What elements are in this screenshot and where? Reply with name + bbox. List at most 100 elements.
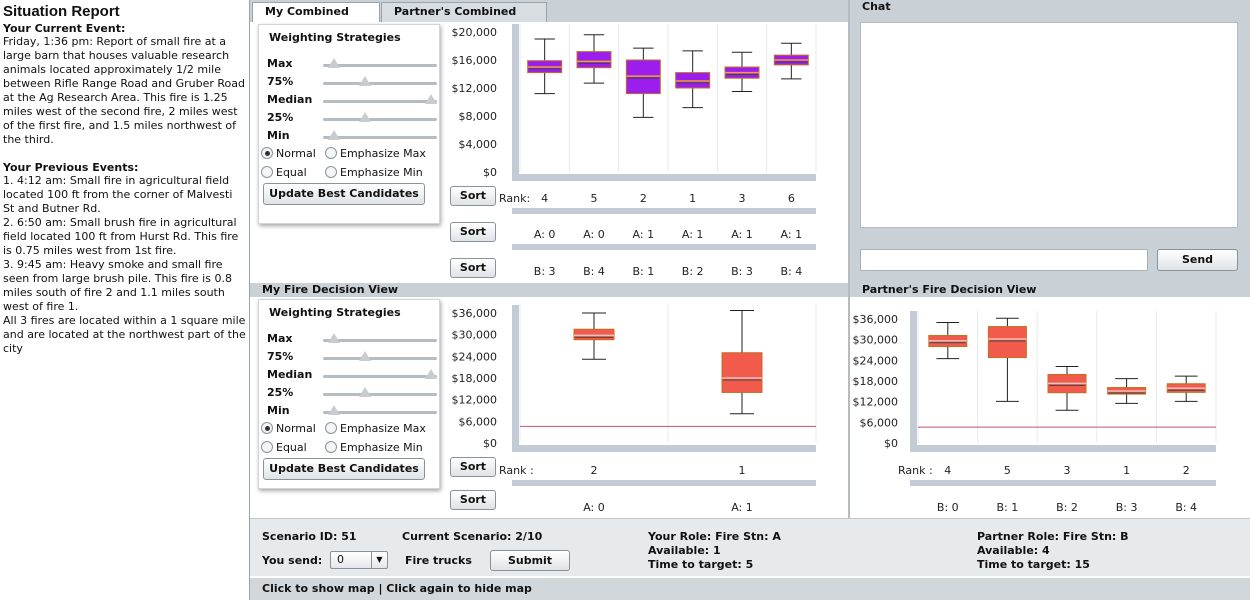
a-allocation-label: A: 1 [731, 501, 753, 514]
current-scenario: Current Scenario: 2/10 [402, 530, 543, 543]
slider-track[interactable] [323, 357, 437, 360]
slider-thumb[interactable] [358, 387, 371, 397]
radio-circle[interactable] [261, 441, 273, 453]
radio-circle[interactable] [261, 422, 273, 434]
y-tick-label: $6,000 [860, 416, 899, 429]
sort-button[interactable]: Sort [450, 222, 496, 242]
slider-thumb[interactable] [358, 351, 371, 361]
weight-slider-median[interactable]: Median [267, 91, 437, 109]
weight-slider-label: 25% [267, 386, 294, 399]
b-allocation-label: B: 4 [1175, 501, 1197, 514]
x-axis-strip [512, 445, 816, 452]
radio-circle[interactable] [325, 166, 337, 178]
weight-slider-min[interactable]: Min [267, 402, 437, 420]
slider-thumb[interactable] [328, 405, 341, 415]
radio-circle[interactable] [325, 147, 337, 159]
slider-thumb[interactable] [328, 130, 341, 140]
partner-fire-decision-chart: $0 $6,000 $12,000 $18,000 $24,000 $30,000 $36,… [853, 311, 1217, 514]
strategy-radio-equal[interactable]: Equal [261, 166, 307, 179]
chat-title: Chat [862, 0, 891, 13]
strategy-radio-emphasize-max[interactable]: Emphasize Max [325, 422, 426, 435]
weight-slider-label: Max [267, 57, 293, 70]
chat-history [860, 22, 1238, 228]
slider-track[interactable] [323, 82, 437, 85]
weighting-strategies-panel: Weighting Strategies Max 75% Median 25% Min N… [258, 299, 440, 489]
radio-circle[interactable] [261, 166, 273, 178]
sort-button[interactable]: Sort [450, 258, 496, 278]
slider-track[interactable] [323, 100, 437, 103]
weight-slider-75pct[interactable]: 75% [267, 348, 437, 366]
y-tick-label: $0 [884, 437, 898, 450]
a-allocation-label: A: 0 [583, 501, 605, 514]
slider-track[interactable] [323, 339, 437, 342]
y-tick-label: $12,000 [853, 396, 899, 409]
weight-slider-max[interactable]: Max [267, 55, 437, 73]
slider-track[interactable] [323, 64, 437, 67]
tab-my-combined-view[interactable]: My Combined View [252, 2, 380, 36]
strategy-radio-equal[interactable]: Equal [261, 441, 307, 454]
trucks-dropdown[interactable]: 0 ▼ [330, 551, 388, 569]
slider-thumb[interactable] [328, 58, 341, 68]
slider-track[interactable] [323, 411, 437, 414]
slider-track[interactable] [323, 136, 437, 139]
x-axis-strip [910, 445, 1216, 452]
slider-track[interactable] [323, 118, 437, 121]
slider-thumb[interactable] [425, 94, 437, 104]
your-time-to-target: Time to target: 5 [648, 558, 754, 571]
send-button[interactable]: Send [1157, 249, 1238, 271]
sort-button[interactable]: Sort [450, 490, 496, 510]
weight-slider-25pct[interactable]: 25% [267, 384, 437, 402]
strategy-radio-emphasize-min[interactable]: Emphasize Min [325, 166, 423, 179]
chevron-down-icon: ▼ [371, 552, 387, 568]
submit-button[interactable]: Submit [490, 550, 570, 571]
y-tick-label: $20,000 [452, 26, 498, 39]
radio-label: Normal [276, 422, 316, 435]
radio-label: Emphasize Min [340, 166, 423, 179]
y-tick-label: $4,000 [459, 138, 498, 151]
a-allocation-label: A: 1 [682, 228, 704, 241]
map-toggle-bar[interactable]: Click to show map | Click again to hide … [250, 578, 1250, 600]
b-allocation-label: B: 0 [937, 501, 959, 514]
you-send-label: You send: [262, 554, 323, 567]
radio-circle[interactable] [325, 422, 337, 434]
y-axis-strip [512, 305, 519, 451]
y-tick-label: $12,000 [452, 394, 498, 407]
update-best-candidates-button[interactable]: Update Best Candidates [263, 458, 425, 480]
strategy-radio-emphasize-max[interactable]: Emphasize Max [325, 147, 426, 160]
rank-value: 3 [1064, 464, 1071, 477]
slider-track[interactable] [323, 375, 437, 378]
slider-thumb[interactable] [328, 333, 341, 343]
weight-slider-max[interactable]: Max [267, 330, 437, 348]
previous-event-item: All 3 fires are located within a 1 squar… [3, 314, 246, 355]
update-best-candidates-button[interactable]: Update Best Candidates [263, 183, 425, 205]
b-allocation-label: B: 4 [583, 265, 605, 278]
radio-circle[interactable] [325, 441, 337, 453]
sort-button[interactable]: Sort [450, 457, 496, 477]
weight-slider-label: Median [267, 93, 313, 106]
chat-input[interactable] [860, 249, 1148, 271]
weight-slider-label: Min [267, 404, 290, 417]
b-allocation-label: B: 2 [682, 265, 704, 278]
a-strip [512, 244, 816, 250]
tab-partners-combined-view[interactable]: Partner's Combined View [381, 2, 547, 36]
situation-report-title: Situation Report [3, 3, 120, 20]
weight-slider-min[interactable]: Min [267, 127, 437, 145]
weight-slider-median[interactable]: Median [267, 366, 437, 384]
slider-thumb[interactable] [425, 369, 437, 379]
slider-thumb[interactable] [358, 112, 371, 122]
y-axis-strip [910, 311, 917, 451]
weight-slider-25pct[interactable]: 25% [267, 109, 437, 127]
slider-track[interactable] [323, 393, 437, 396]
b-allocation-label: B: 1 [632, 265, 654, 278]
partner-time-to-target: Time to target: 15 [977, 558, 1090, 571]
strategy-radio-normal[interactable]: Normal [261, 147, 316, 160]
b-allocation-label: B: 3 [731, 265, 753, 278]
strategy-radio-emphasize-min[interactable]: Emphasize Min [325, 441, 423, 454]
weight-slider-75pct[interactable]: 75% [267, 73, 437, 91]
slider-thumb[interactable] [358, 76, 371, 86]
strategy-radio-normal[interactable]: Normal [261, 422, 316, 435]
sort-button[interactable]: Sort [450, 186, 496, 206]
scenario-info-bar: Scenario ID: 51 Current Scenario: 2/10 Y… [250, 518, 1250, 576]
radio-circle[interactable] [261, 147, 273, 159]
rank-value: 1 [739, 464, 746, 477]
